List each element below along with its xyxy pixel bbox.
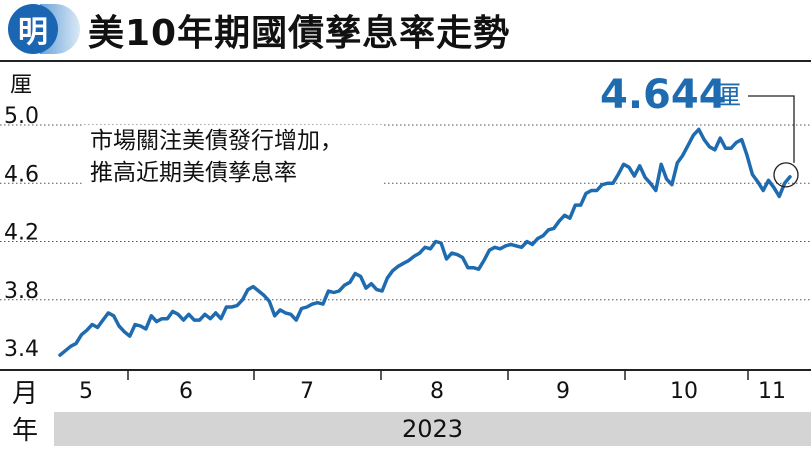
callout-unit: 厘 (715, 81, 741, 111)
y-tick-labels: 5.0 4.6 4.2 3.8 3.4 厘 (4, 73, 39, 362)
x-tick-label: 7 (300, 379, 314, 404)
header: 明 美10年期國債孳息率走勢 (0, 0, 811, 60)
callout-value: 4.644 (600, 72, 727, 118)
yield-line (58, 127, 792, 357)
x-axis (0, 369, 811, 380)
callout-circle (773, 162, 799, 188)
logo: 明 (8, 4, 58, 54)
year-unit-label: 年 (12, 416, 39, 446)
y-tick-label: 5.0 (4, 104, 39, 129)
y-tick-label: 3.4 (4, 337, 39, 362)
x-tick-labels: 5 6 7 8 9 10 11 月 (12, 379, 786, 409)
y-tick-label: 3.8 (4, 279, 39, 304)
x-tick-label: 11 (758, 379, 786, 404)
annotation: 市場關注美債發行增加， 推高近期美債孳息率 (82, 125, 382, 191)
grid (0, 124, 811, 301)
year-band: 2023 (54, 412, 811, 446)
title-rule (0, 60, 811, 62)
y-tick-label: 4.6 (4, 162, 39, 187)
x-tick-label: 9 (556, 379, 570, 404)
annotation-line: 推高近期美債孳息率 (90, 160, 297, 186)
chart-title: 美10年期國債孳息率走勢 (88, 13, 511, 54)
callout-leader (748, 95, 795, 163)
series (58, 127, 792, 357)
x-tick-label: 5 (79, 379, 93, 404)
y-unit-label: 厘 (10, 73, 32, 98)
x-unit-label: 月 (12, 379, 38, 409)
annotation-bg (82, 125, 382, 191)
x-tick-label: 6 (179, 379, 193, 404)
x-tick-label: 8 (430, 379, 444, 404)
annotation-line: 市場關注美債發行增加， (90, 128, 343, 154)
x-tick-label: 10 (670, 379, 698, 404)
y-tick-label: 4.2 (4, 221, 39, 246)
